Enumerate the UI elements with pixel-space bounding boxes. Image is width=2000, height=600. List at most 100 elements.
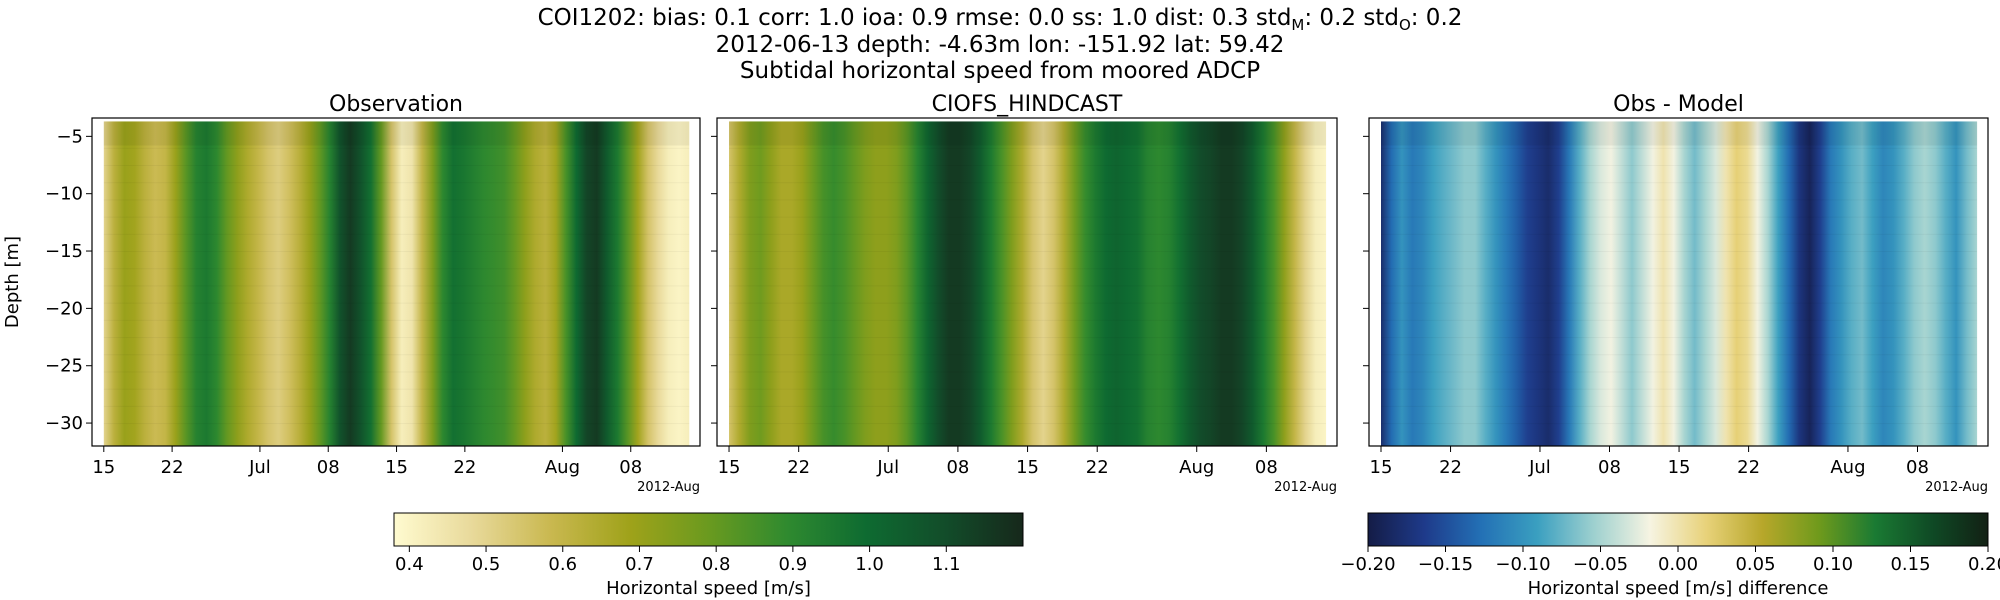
depth-band (729, 165, 1327, 167)
colorbar-tick-label: 0.7 (625, 554, 654, 575)
std-m-subscript: M (1291, 16, 1304, 34)
x-tick-label: 15 (385, 457, 408, 478)
axes-frame (716, 117, 1338, 447)
colorbar-tick-label: 0.05 (1735, 554, 1775, 575)
x-tick-label: 15 (718, 457, 741, 478)
colorbar-tick-label: 0.4 (395, 554, 424, 575)
depth-band (1381, 233, 1978, 235)
x-tick-label: 22 (787, 457, 810, 478)
colorbar-tick-label: 0.8 (702, 554, 731, 575)
depth-band (1381, 319, 1978, 321)
y-tick-label: −5 (56, 126, 83, 147)
depth-band (729, 423, 1327, 425)
axes-frame (1368, 117, 1989, 447)
colorbar-label: Horizontal speed [m/s] difference (1528, 578, 1829, 599)
x-tick-label: 08 (1255, 457, 1278, 478)
depth-band (729, 268, 1327, 270)
depth-band (1381, 423, 1978, 425)
depth-band (103, 199, 690, 201)
y-tick-label: −30 (45, 413, 83, 434)
colorbar-tick-label: 0.00 (1658, 554, 1698, 575)
x-tick-label: 22 (1086, 457, 1109, 478)
stats-line: COI1202: bias: 0.1 corr: 1.0 ioa: 0.9 rm… (538, 5, 1463, 34)
top-bin-shade (1381, 121, 1978, 146)
colorbar-gradient (393, 512, 1024, 547)
depth-band (103, 337, 690, 339)
colorbar-gradient (1367, 512, 1989, 547)
depth-band (1381, 147, 1978, 149)
difference-panel: Obs - Model 15 22 Jul 08 15 22 Aug 08 2012-Aug (1363, 92, 1989, 495)
depth-band (103, 371, 690, 373)
depth-band (729, 354, 1327, 356)
depth-band (1381, 285, 1978, 287)
x-offset-label: 2012-Aug (1925, 480, 1988, 495)
x-tick-label: Aug (1179, 457, 1214, 478)
model-panel: CIOFS_HINDCAST 15 22 Jul 08 15 22 Aug 08 2012-Aug (711, 92, 1338, 495)
colorbar-tick-label: −0.05 (1573, 554, 1628, 575)
top-bin-shade (729, 121, 1327, 146)
colorbar-tick-label: −0.10 (1495, 554, 1550, 575)
depth-band (729, 233, 1327, 235)
depth-band (1381, 388, 1978, 390)
x-tick-label: 15 (92, 457, 115, 478)
depth-band (1381, 371, 1978, 373)
top-bin-shade (103, 121, 690, 146)
depth-band (103, 388, 690, 390)
depth-band (103, 182, 690, 184)
depth-band (729, 182, 1327, 184)
depth-band (103, 319, 690, 321)
x-tick-label: Jul (1528, 457, 1551, 478)
depth-band (1381, 354, 1978, 356)
x-tick-label: Aug (545, 457, 580, 478)
depth-band (729, 371, 1327, 373)
x-tick-label: 15 (1668, 457, 1691, 478)
depth-band (1381, 302, 1978, 304)
depth-band (103, 405, 690, 407)
depth-band (103, 165, 690, 167)
x-tick-label: 08 (317, 457, 340, 478)
depth-band (729, 337, 1327, 339)
x-tick-label: 08 (946, 457, 969, 478)
depth-band (729, 216, 1327, 218)
depth-band (1381, 182, 1978, 184)
heatmap-field (729, 121, 1327, 447)
depth-band (1381, 165, 1978, 167)
colorbar-tick-label: 0.20 (1968, 554, 2000, 575)
colorbar-tick-label: 0.10 (1813, 554, 1853, 575)
colorbar-tick-label: −0.15 (1418, 554, 1473, 575)
depth-band (1381, 216, 1978, 218)
colorbar-label: Horizontal speed [m/s] (606, 578, 811, 599)
colorbar-tick-label: 0.15 (1890, 554, 1930, 575)
x-tick-label: 22 (1439, 457, 1462, 478)
y-tick-label: −10 (45, 184, 83, 205)
observation-panel: Observation −5 −10 −15 −20 −25 −30 Depth [m] 15 2… (2, 92, 701, 495)
depth-band (1381, 337, 1978, 339)
figure-header: COI1202: bias: 0.1 corr: 1.0 ioa: 0.9 rm… (538, 5, 1463, 84)
y-tick-label: −15 (45, 241, 83, 262)
colorbar-tick-label: −0.20 (1340, 554, 1395, 575)
heatmap-field (103, 121, 690, 447)
depth-band (103, 268, 690, 270)
x-tick-label: 08 (619, 457, 642, 478)
depth-band (729, 285, 1327, 287)
colorbar-tick-label: 0.5 (472, 554, 501, 575)
depth-band (103, 147, 690, 149)
depth-band (1381, 251, 1978, 253)
x-offset-label: 2012-Aug (1274, 480, 1337, 495)
difference-colorbar: −0.20 −0.15 −0.10 −0.05 0.00 0.05 0.10 0.15 0.20… (1340, 512, 2000, 599)
x-tick-label: Aug (1830, 457, 1865, 478)
y-tick-label: −25 (45, 356, 83, 377)
depth-band (103, 423, 690, 425)
depth-band (729, 405, 1327, 407)
x-tick-label: 22 (453, 457, 476, 478)
panel-title: Obs - Model (1613, 92, 1744, 117)
x-tick-label: 08 (1906, 457, 1929, 478)
speed-colorbar: 0.4 0.5 0.6 0.7 0.8 0.9 1.0 1.1 Horizontal speed… (393, 512, 1024, 599)
depth-band (103, 302, 690, 304)
depth-band (103, 233, 690, 235)
depth-band (1381, 268, 1978, 270)
x-tick-label: Jul (248, 457, 271, 478)
depth-band (103, 251, 690, 253)
panel-title: Observation (329, 92, 463, 117)
